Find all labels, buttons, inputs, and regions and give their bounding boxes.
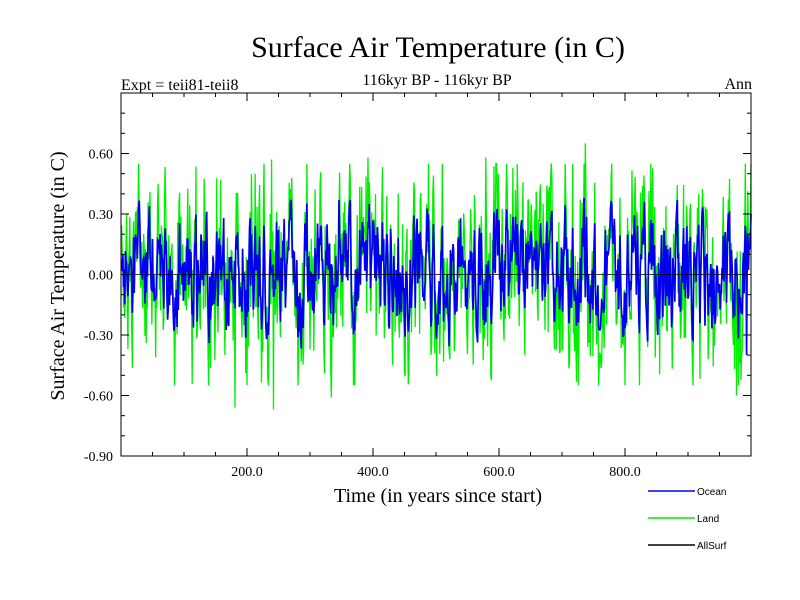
y-tick-label: -0.60	[84, 390, 113, 405]
y-axis-label: Surface Air Temperature (in C)	[47, 151, 69, 400]
y-tick-label: 0.00	[89, 269, 114, 284]
legend-label-land: Land	[697, 514, 719, 525]
season-label: Ann	[724, 76, 752, 93]
y-tick-label: -0.30	[84, 329, 113, 344]
y-tick-label: 0.30	[89, 208, 114, 223]
experiment-label: Expt = teii81-teii8	[121, 77, 238, 94]
x-tick-label: 400.0	[357, 465, 389, 480]
y-tick-label: -0.90	[84, 450, 113, 465]
legend: Ocean Land AllSurf	[648, 487, 727, 552]
legend-label-ocean: Ocean	[697, 487, 726, 498]
chart-subtitle: 116kyr BP - 116kyr BP	[362, 72, 511, 89]
x-tick-label: 800.0	[609, 465, 641, 480]
y-tick-label: 0.60	[89, 148, 114, 163]
x-axis-label: Time (in years since start)	[334, 485, 542, 507]
x-tick-label: 600.0	[483, 465, 515, 480]
plot-frame	[120, 92, 752, 457]
tick-layer: 200.0 400.0 600.0 800.0 -0.90 -0.60 -0.30 0.00 0…	[84, 93, 751, 480]
chart-title: Surface Air Temperature (in C)	[251, 31, 625, 64]
series-layer	[120, 143, 752, 410]
series-line-ocean	[120, 197, 752, 356]
legend-label-allsurf: AllSurf	[697, 541, 727, 552]
x-tick-label: 200.0	[231, 465, 263, 480]
